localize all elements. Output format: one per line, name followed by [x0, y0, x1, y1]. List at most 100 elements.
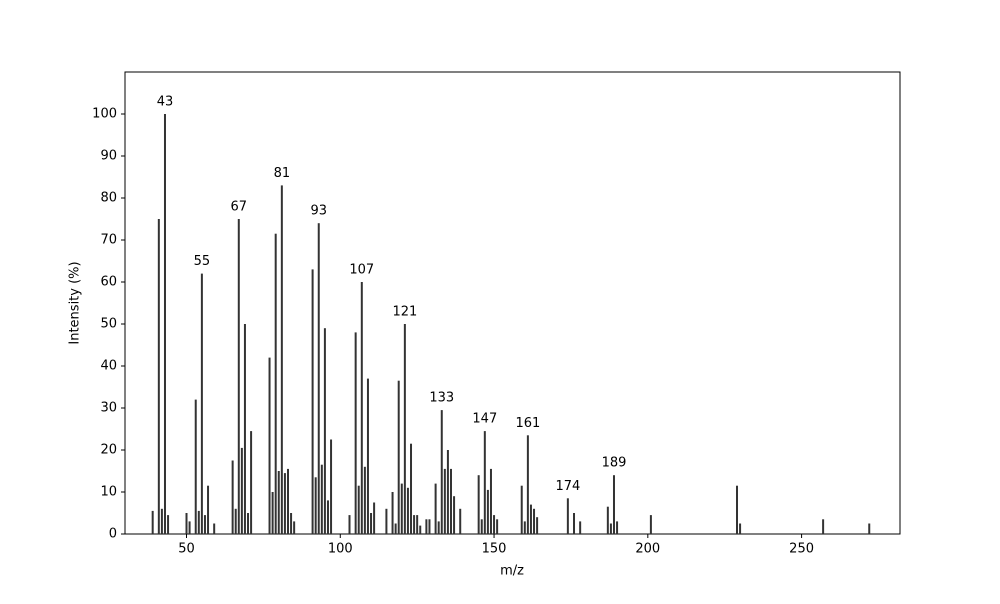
peak	[203, 515, 206, 534]
peak	[486, 489, 489, 534]
peak-label: 67	[231, 200, 248, 215]
peak	[413, 515, 416, 534]
peak	[480, 519, 483, 534]
peak	[234, 508, 237, 534]
peak	[247, 513, 250, 534]
plot-frame	[124, 71, 901, 535]
peak	[366, 378, 369, 534]
peak	[520, 485, 523, 534]
peak	[606, 506, 609, 534]
peak	[268, 357, 271, 534]
y-axis-label: Intensity (%)	[68, 261, 83, 344]
peak	[391, 492, 394, 534]
x-tick-label: 100	[328, 542, 353, 557]
peak	[483, 431, 486, 534]
peak	[406, 487, 409, 534]
peak	[160, 508, 163, 534]
peak	[649, 515, 652, 534]
peak	[496, 519, 499, 534]
peak	[373, 502, 376, 534]
peak	[739, 523, 742, 534]
peak	[566, 498, 569, 534]
peak-label: 161	[515, 416, 540, 431]
peak	[385, 508, 388, 534]
peak	[326, 500, 329, 534]
peak	[348, 515, 351, 534]
peak	[403, 324, 406, 534]
peak	[330, 439, 333, 534]
peak	[397, 380, 400, 534]
y-tick-label: 100	[92, 107, 117, 122]
y-tick-label: 30	[100, 401, 117, 416]
peak	[736, 485, 739, 534]
peak	[400, 483, 403, 534]
x-tick-label: 50	[178, 542, 195, 557]
peak	[443, 468, 446, 534]
y-tick-label: 40	[100, 359, 117, 374]
peak	[449, 468, 452, 534]
peak-label: 43	[157, 95, 174, 110]
peak	[280, 185, 283, 534]
peak	[493, 515, 496, 534]
peak	[231, 460, 234, 534]
peak	[151, 510, 154, 534]
peak	[320, 464, 323, 534]
peak	[283, 473, 286, 534]
peak	[167, 515, 170, 534]
peak	[370, 513, 373, 534]
y-tick-label: 10	[100, 485, 117, 500]
peak	[612, 475, 615, 534]
y-tick-label: 80	[100, 191, 117, 206]
peak	[437, 521, 440, 534]
peak-label: 55	[194, 254, 211, 269]
peak	[274, 233, 277, 534]
peak	[453, 496, 456, 534]
peak	[194, 399, 197, 534]
peak	[207, 485, 210, 534]
peak	[185, 513, 188, 534]
peak	[579, 521, 582, 534]
peak	[163, 114, 166, 534]
peak-label: 81	[274, 166, 291, 181]
peak	[425, 519, 428, 534]
peak	[394, 523, 397, 534]
peak-label: 107	[349, 263, 374, 278]
peak	[271, 492, 274, 534]
peak	[822, 519, 825, 534]
peak	[243, 324, 246, 534]
peak	[363, 466, 366, 534]
y-tick-label: 50	[100, 317, 117, 332]
peak	[240, 447, 243, 534]
peak	[609, 523, 612, 534]
peak	[200, 273, 203, 534]
peak	[536, 517, 539, 534]
y-tick-label: 60	[100, 275, 117, 290]
peak	[188, 521, 191, 534]
y-tick-label: 70	[100, 233, 117, 248]
peak	[354, 332, 357, 534]
peak	[489, 468, 492, 534]
peak-label: 93	[310, 204, 327, 219]
peak	[434, 483, 437, 534]
peak	[157, 219, 160, 534]
peak	[250, 431, 253, 534]
x-axis-label: m/z	[500, 564, 524, 579]
peak	[523, 521, 526, 534]
peak-label: 147	[472, 412, 497, 427]
peak-label: 174	[555, 479, 580, 494]
peak-label: 121	[392, 305, 417, 320]
y-tick-label: 20	[100, 443, 117, 458]
peak-label: 189	[602, 456, 627, 471]
peak	[290, 513, 293, 534]
peak	[526, 435, 529, 534]
peak	[616, 521, 619, 534]
peak	[416, 515, 419, 534]
peak	[317, 223, 320, 534]
peak	[477, 475, 480, 534]
peak	[293, 521, 296, 534]
peak	[314, 477, 317, 534]
x-tick-label: 250	[789, 542, 814, 557]
peak	[213, 523, 216, 534]
peak	[410, 443, 413, 534]
